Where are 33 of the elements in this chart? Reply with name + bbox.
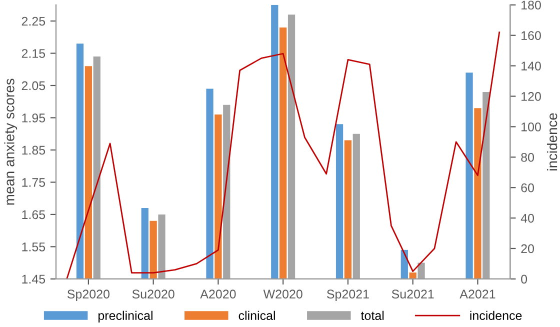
y-tick-label: 1.75 xyxy=(22,178,46,187)
y2-tick-label: 180 xyxy=(522,0,541,10)
y2-tick-label: 100 xyxy=(522,122,541,132)
y2-axis-title: incidence xyxy=(546,113,558,170)
y-tick-label: 1.65 xyxy=(22,210,46,220)
y2-tick-label: 120 xyxy=(522,92,541,101)
y2-tick-label: 60 xyxy=(521,183,534,192)
y2-tick-label: 0 xyxy=(521,274,528,284)
y-tick-label: 2.05 xyxy=(22,81,46,90)
y-tick-label: 2.15 xyxy=(22,49,46,58)
y-tick-label: 2.25 xyxy=(22,16,46,26)
x-tick-label: A2021 xyxy=(460,290,496,299)
y2-tick-label: 80 xyxy=(521,152,534,162)
y2-tick-label: 160 xyxy=(522,31,541,40)
x-tick-label: Su2020 xyxy=(132,290,174,299)
legend-label: total xyxy=(360,310,384,320)
y-axis-title: mean anxiety scores xyxy=(4,78,18,205)
x-tick-label: A2020 xyxy=(200,290,236,299)
x-tick-label: Sp2020 xyxy=(67,290,110,301)
y2-tick-label: 140 xyxy=(522,62,541,70)
x-tick-label: Sp2021 xyxy=(326,290,369,301)
y2-tick-label: 40 xyxy=(520,214,534,223)
y-tick-label: 1.55 xyxy=(22,242,46,252)
y-tick-label: 1.85 xyxy=(22,146,46,155)
y-tick-label: 1.45 xyxy=(22,274,46,284)
line-series xyxy=(66,32,500,279)
legend-label: incidence xyxy=(470,310,522,320)
y2-tick-label: 20 xyxy=(521,244,534,254)
y-tick-label: 1.95 xyxy=(22,114,46,122)
x-tick-label: W2020 xyxy=(263,290,302,299)
x-tick-label: Su2021 xyxy=(392,290,434,299)
legend-label: clinical xyxy=(238,310,275,320)
legend-label: preclinical xyxy=(98,310,152,322)
